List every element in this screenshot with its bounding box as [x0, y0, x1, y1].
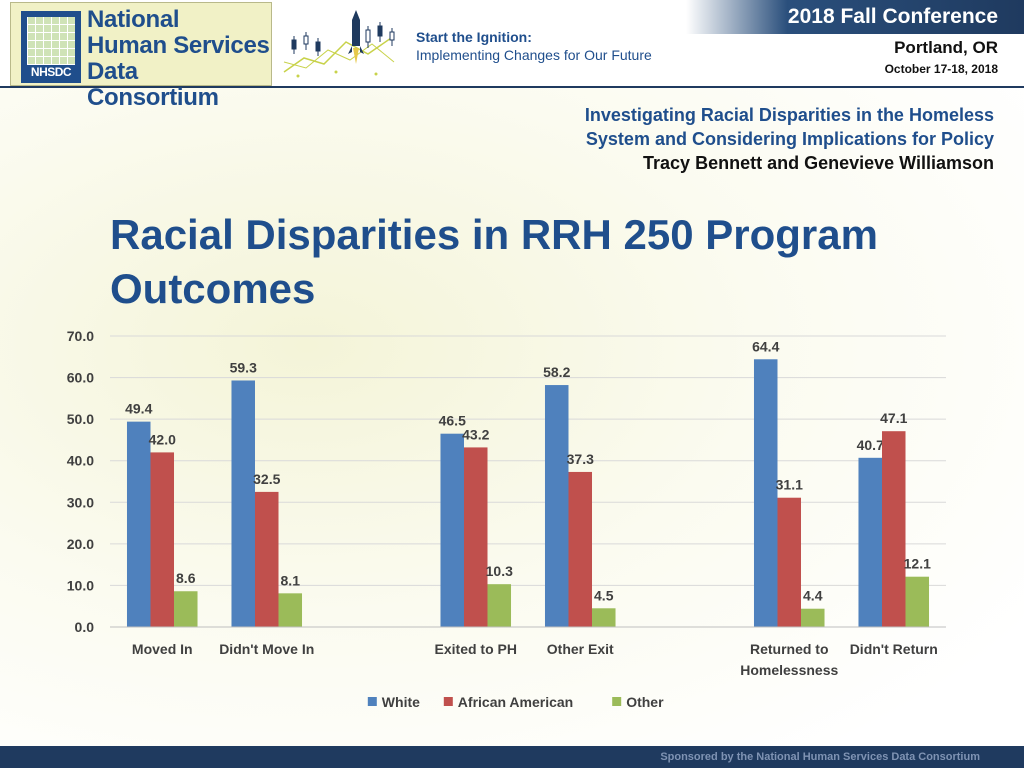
legend-swatch [443, 697, 453, 706]
conference-tagline: Start the Ignition: Implementing Changes… [416, 28, 652, 64]
data-label: 12.1 [904, 556, 931, 572]
slide-title-line-2: Outcomes [110, 265, 316, 312]
conference-banner: 2018 Fall Conference [686, 0, 1024, 34]
bar-white [544, 385, 569, 627]
footer-sponsor: Sponsored by the National Human Services… [0, 746, 1024, 768]
data-label: 58.2 [543, 364, 570, 380]
y-tick-label: 10.0 [67, 577, 94, 593]
data-label: 64.4 [752, 338, 779, 354]
data-label: 8.1 [281, 572, 301, 588]
legend-label: White [382, 694, 420, 710]
y-tick-label: 0.0 [75, 619, 95, 635]
conference-city: Portland, OR [894, 38, 998, 57]
rocket-chart-icon [283, 10, 395, 78]
bar-african-american [777, 497, 802, 627]
bar-other [905, 576, 930, 627]
bar-african-american [254, 491, 279, 627]
slide-title-line-1: Racial Disparities in RRH 250 Program [110, 211, 878, 258]
session-title-line-1: Investigating Racial Disparities in the … [584, 105, 994, 125]
y-tick-label: 20.0 [67, 536, 94, 552]
data-label: 10.3 [486, 563, 513, 579]
legend-label: Other [626, 694, 664, 710]
nhsdc-logo: NHSDC National Human Services Data Conso… [10, 2, 272, 111]
slide-title: Racial Disparities in RRH 250 Program Ou… [110, 208, 930, 316]
bar-other [487, 584, 512, 627]
y-tick-label: 70.0 [67, 328, 94, 344]
legend-label: African American [458, 694, 573, 710]
data-label: 40.7 [857, 437, 884, 453]
y-tick-label: 50.0 [67, 411, 94, 427]
bar-african-american [881, 431, 906, 627]
logo-emblem-icon: NHSDC [21, 11, 81, 83]
legend-swatch [612, 697, 622, 706]
bar-white [753, 359, 778, 627]
x-category-label: Exited to PH [435, 641, 517, 657]
bar-white [231, 380, 255, 627]
logo-wordmark: National Human Services Data Consortium [87, 7, 271, 111]
bar-white [858, 457, 882, 627]
conference-header: NHSDC National Human Services Data Conso… [0, 0, 1024, 111]
logo-line-2: Human Services [87, 32, 270, 59]
x-category-label: Returned to Homelessness [740, 641, 838, 678]
bar-african-american [463, 447, 488, 627]
logo-abbreviation: NHSDC [30, 65, 72, 79]
data-label: 42.0 [149, 431, 176, 447]
data-label: 46.5 [439, 413, 466, 429]
tagline-line-1: Start the Ignition: [416, 29, 532, 45]
logo-line-3: Data Consortium [87, 58, 219, 111]
legend-swatch [367, 697, 377, 706]
data-label: 43.2 [462, 426, 489, 442]
y-tick-label: 40.0 [67, 453, 94, 469]
x-category-label: Didn't Move In [219, 641, 314, 657]
data-label: 32.5 [253, 471, 280, 487]
bar-white [126, 421, 151, 627]
data-label: 59.3 [230, 359, 257, 375]
y-tick-label: 30.0 [67, 494, 94, 510]
conference-dates: October 17-18, 2018 [884, 62, 998, 76]
bar-african-american [568, 471, 593, 627]
bar-other [278, 593, 303, 627]
data-label: 31.1 [776, 477, 803, 493]
tagline-line-2: Implementing Changes for Our Future [416, 47, 652, 63]
y-tick-label: 60.0 [67, 370, 94, 386]
x-category-label: Didn't Return [850, 641, 938, 657]
session-title-line-2: System and Considering Implications for … [585, 129, 994, 149]
data-label: 49.4 [125, 401, 152, 417]
data-label: 4.5 [594, 587, 614, 603]
data-label: 47.1 [880, 410, 907, 426]
bar-other [592, 608, 616, 627]
data-label: 4.4 [803, 588, 823, 604]
session-authors: Tracy Bennett and Genevieve Williamson [643, 153, 994, 173]
bar-other [174, 591, 198, 627]
data-label: 8.6 [176, 570, 196, 586]
bar-white [440, 433, 464, 627]
logo-line-1: National [87, 6, 180, 33]
bar-other [801, 608, 825, 627]
data-label: 37.3 [567, 451, 594, 467]
session-info: Investigating Racial Disparities in the … [585, 103, 994, 175]
x-category-label: Moved In [132, 641, 193, 657]
bar-african-american [150, 452, 175, 627]
x-category-label: Other Exit [547, 641, 614, 657]
